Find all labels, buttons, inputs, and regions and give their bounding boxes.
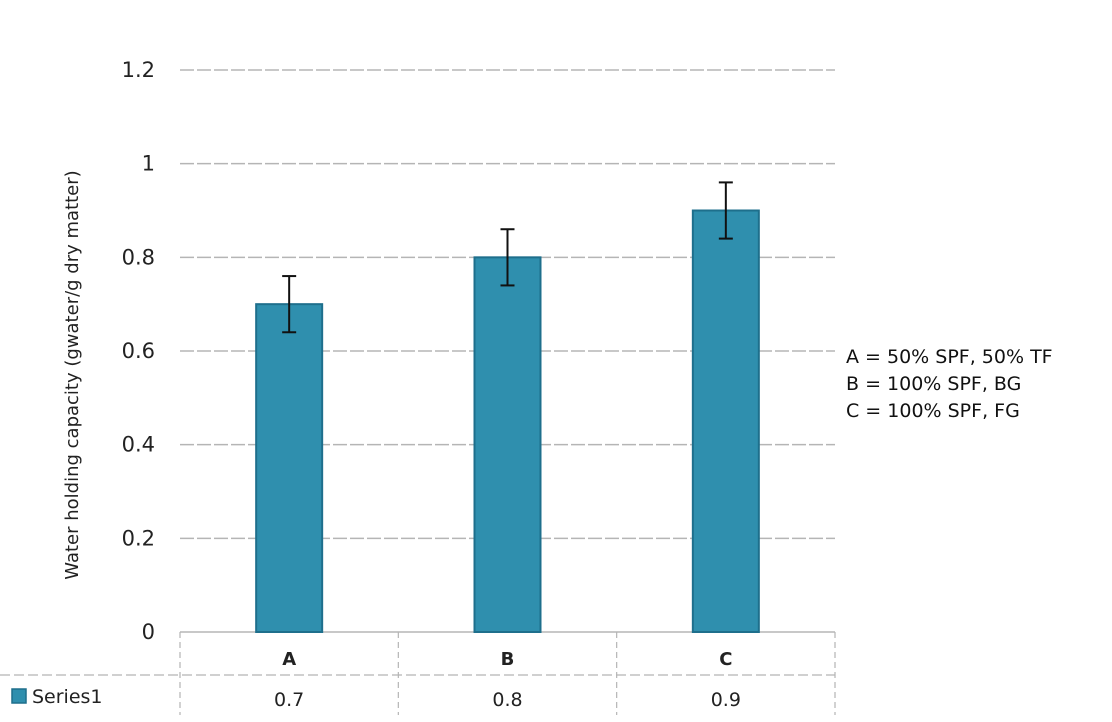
y-tick-label: 1.2 (122, 58, 155, 82)
annotation-notes: A = 50% SPF, 50% TF B = 100% SPF, BG C =… (846, 346, 1053, 422)
y-tick-label: 0.8 (122, 245, 155, 269)
y-tick-label: 0.6 (122, 339, 155, 363)
x-tick-label-a: A (282, 649, 296, 670)
x-tick-label-c: C (719, 649, 732, 670)
annotation-note-a: A = 50% SPF, 50% TF (846, 346, 1053, 368)
x-tick-label-b: B (501, 649, 515, 670)
y-axis-ticks: 0 0.2 0.4 0.6 0.8 1 1.2 (122, 58, 155, 644)
y-tick-label: 0 (142, 620, 155, 644)
legend: Series1 (11, 686, 103, 708)
bars (255, 181, 760, 633)
y-axis-title: Water holding capacity (gwater/g dry mat… (62, 170, 83, 579)
table-value-a: 0.7 (274, 689, 304, 711)
bar-b (473, 256, 542, 633)
y-tick-label: 0.4 (122, 433, 155, 457)
y-tick-label: 0.2 (122, 526, 155, 550)
table-value-b: 0.8 (492, 689, 522, 711)
bar-a (255, 303, 324, 633)
legend-swatch (11, 688, 27, 704)
annotation-note-c: C = 100% SPF, FG (846, 400, 1020, 422)
table-value-c: 0.9 (711, 689, 741, 711)
legend-entry-series1: Series1 (32, 686, 103, 708)
y-tick-label: 1 (142, 152, 155, 176)
bar-c (691, 209, 760, 633)
annotation-note-b: B = 100% SPF, BG (846, 373, 1021, 395)
data-table: A 0.7 B 0.8 C 0.9 (0, 632, 836, 715)
